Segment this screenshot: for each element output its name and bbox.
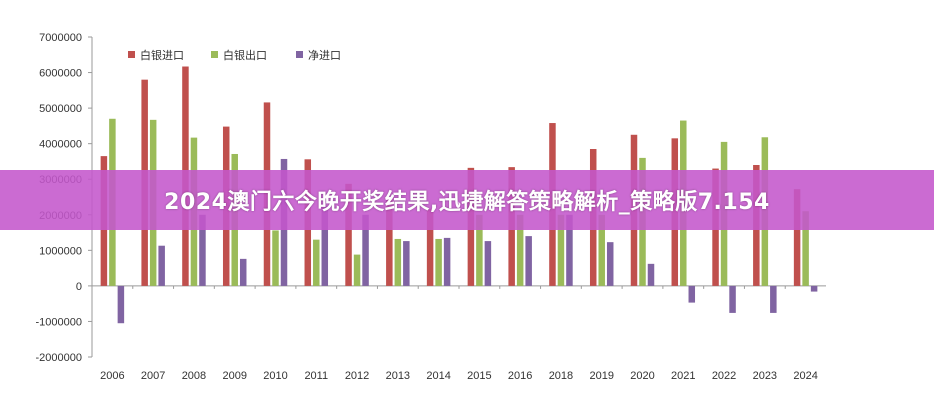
bar-import	[426, 208, 434, 286]
x-tick-label: 2013	[386, 370, 410, 382]
y-tick-label: 7000000	[39, 32, 82, 44]
x-tick-label: 2010	[263, 370, 287, 382]
y-tick-label: -1000000	[36, 316, 83, 328]
y-tick-label: 0	[76, 281, 82, 293]
x-tick-label: 2011	[304, 370, 328, 382]
bar-export	[476, 214, 483, 286]
bar-export	[516, 214, 524, 286]
bar-export	[394, 238, 402, 286]
bar-net	[688, 285, 696, 303]
bar-net	[810, 285, 818, 292]
bar-net	[729, 285, 736, 313]
x-tick-label: 2006	[100, 370, 124, 382]
bar-net	[606, 242, 614, 286]
bar-net	[770, 285, 777, 313]
x-tick-label: 2009	[222, 370, 246, 382]
x-tick-label: 2020	[630, 370, 654, 382]
x-tick-label: 2024	[793, 370, 817, 382]
legend-label: 净进口	[308, 48, 341, 62]
bar-export	[435, 238, 442, 286]
bar-net	[647, 263, 655, 286]
x-tick-label: 2018	[549, 370, 573, 382]
bar-import	[386, 199, 393, 286]
legend-label: 白银出口	[223, 48, 267, 62]
x-tick-label: 2014	[426, 370, 450, 382]
y-tick-label: 4000000	[39, 139, 82, 151]
y-tick-label: 5000000	[39, 103, 82, 115]
overlay-banner: 2024澳门六今晚开奖结果,迅捷解答策略解析_策略版7.154	[0, 170, 934, 230]
bar-import	[345, 183, 352, 286]
y-tick-label: 6000000	[39, 68, 82, 80]
x-tick-label: 2012	[345, 370, 369, 382]
bar-export	[353, 254, 361, 286]
legend-swatch	[296, 51, 303, 58]
bar-net	[525, 236, 532, 286]
bar-net	[484, 241, 492, 286]
bar-net	[566, 214, 573, 286]
bar-export	[272, 230, 279, 286]
x-tick-label: 2015	[467, 370, 491, 382]
legend-swatch	[211, 51, 218, 58]
x-tick-label: 2019	[589, 370, 613, 382]
bar-export	[313, 239, 320, 286]
x-tick-label: 2021	[671, 370, 695, 382]
x-tick-label: 2007	[141, 370, 165, 382]
y-tick-label: -2000000	[36, 352, 83, 364]
bar-net	[158, 245, 165, 286]
chart-legend: 白银进口 白银出口 净进口	[128, 48, 341, 62]
x-tick-label: 2008	[182, 370, 206, 382]
x-tick-label: 2016	[508, 370, 532, 382]
x-tick-label: 2022	[712, 370, 736, 382]
bar-net	[362, 214, 369, 286]
bar-export	[598, 214, 605, 286]
legend-swatch	[128, 51, 135, 58]
bar-net	[117, 285, 125, 324]
bar-net	[403, 241, 410, 286]
banner-title: 2024澳门六今晚开奖结果,迅捷解答策略解析_策略版7.154	[164, 190, 770, 215]
bar-import	[793, 189, 801, 286]
bar-net	[239, 258, 247, 286]
bar-net	[199, 214, 206, 286]
bar-export	[557, 214, 565, 286]
y-tick-label: 1000000	[39, 245, 82, 257]
bar-export	[802, 211, 809, 286]
legend-label: 白银进口	[140, 48, 184, 62]
x-tick-label: 2023	[753, 370, 777, 382]
bar-net	[443, 237, 451, 286]
bar-net	[321, 205, 329, 286]
